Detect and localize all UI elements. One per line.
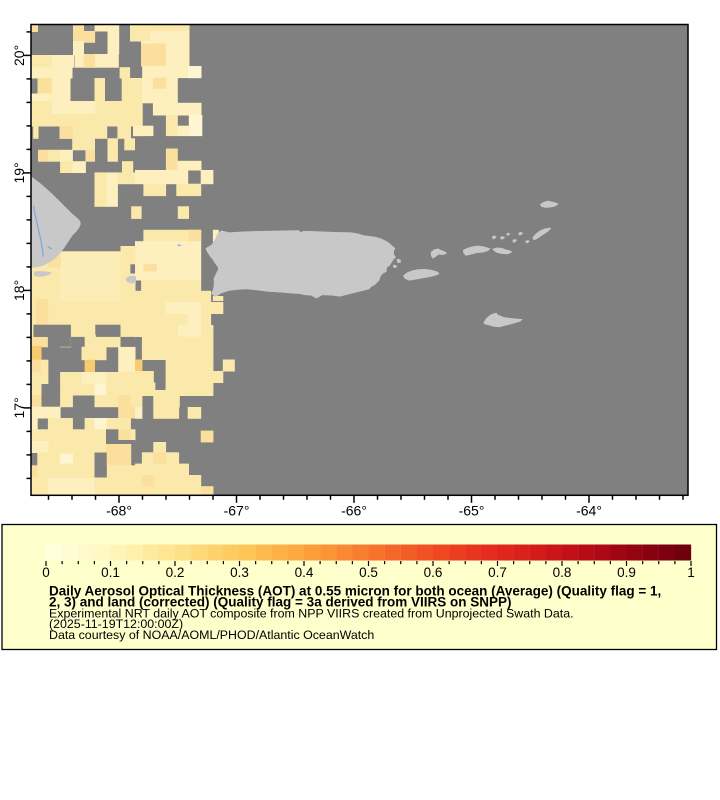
svg-text:17°: 17°: [11, 397, 27, 418]
svg-text:0.4: 0.4: [295, 565, 314, 580]
svg-text:2, 3) and land (corrected) (Qu: 2, 3) and land (corrected) (Quality flag…: [49, 595, 511, 610]
svg-text:20°: 20°: [11, 45, 27, 66]
svg-text:Daily Aerosol Optical Thicknes: Daily Aerosol Optical Thickness (AOT) at…: [49, 583, 661, 598]
svg-text:1: 1: [687, 565, 695, 580]
svg-text:0.7: 0.7: [488, 565, 507, 580]
svg-text:0.1: 0.1: [101, 565, 120, 580]
svg-text:19°: 19°: [11, 162, 27, 183]
svg-text:0.9: 0.9: [617, 565, 636, 580]
svg-text:-66°: -66°: [341, 503, 367, 519]
svg-text:(2025-11-19T12:00:00Z): (2025-11-19T12:00:00Z): [49, 617, 183, 631]
svg-text:0: 0: [42, 565, 50, 580]
svg-text:0.3: 0.3: [230, 565, 249, 580]
svg-text:0.6: 0.6: [424, 565, 443, 580]
svg-text:-64°: -64°: [576, 503, 602, 519]
svg-text:-67°: -67°: [224, 503, 250, 519]
svg-text:Data courtesy of NOAA/AOML/PHO: Data courtesy of NOAA/AOML/PHOD/Atlantic…: [49, 628, 374, 642]
svg-text:0.2: 0.2: [166, 565, 185, 580]
svg-text:-65°: -65°: [459, 503, 485, 519]
svg-text:18°: 18°: [11, 280, 27, 301]
svg-text:-68°: -68°: [106, 503, 132, 519]
svg-text:Experimental NRT daily AOT com: Experimental NRT daily AOT composite fro…: [49, 606, 574, 620]
svg-text:0.5: 0.5: [359, 565, 378, 580]
svg-text:0.8: 0.8: [553, 565, 572, 580]
